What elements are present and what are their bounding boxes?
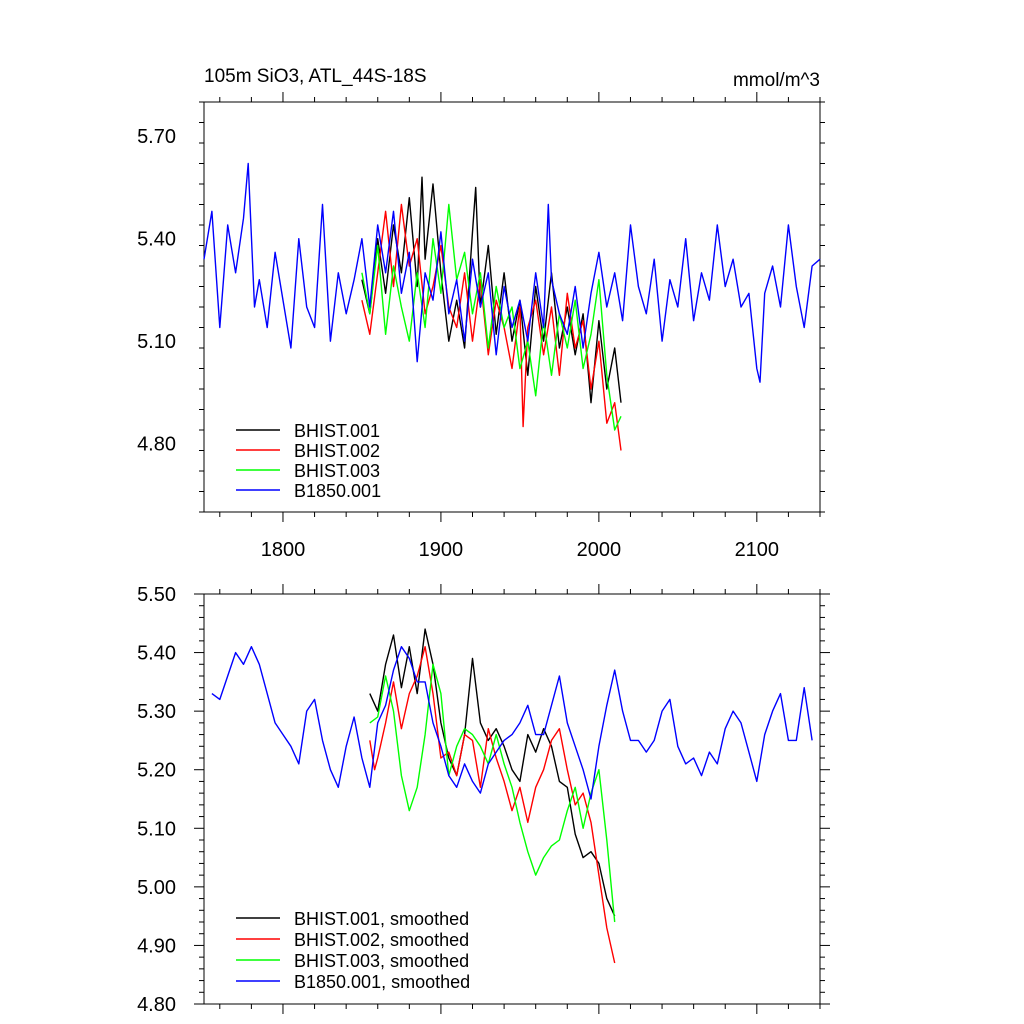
y-tick-label: 5.40 [137, 229, 176, 251]
top-panel: 1800 1900 2000 2100 4.80 5.10 5.40 5.70 BHIST.00… [137, 92, 825, 561]
y-tick-label: 4.90 [137, 935, 176, 957]
legend-label: BHIST.001, smoothed [294, 909, 469, 929]
x-tick-label: 2000 [577, 539, 622, 561]
legend-label: BHIST.001 [294, 421, 380, 441]
chart-title: 105m SiO3, ATL_44S-18S [204, 66, 427, 87]
legend-label: BHIST.003, smoothed [294, 951, 469, 971]
y-tick-label: 5.00 [137, 877, 176, 899]
x-tick-label: 2100 [735, 539, 780, 561]
y-tick-label: 5.50 [137, 584, 176, 606]
plot-frame [203, 593, 821, 1005]
legend-label: BHIST.002, smoothed [294, 930, 469, 950]
bottom-panel: 4.80 4.90 5.00 5.10 5.20 5.30 5.40 5.50 BHIST.00… [137, 584, 830, 1016]
y-tick-label: 5.40 [137, 643, 176, 665]
y-tick-label: 4.80 [137, 994, 176, 1016]
series-line [203, 162, 821, 383]
y-tick-label: 5.10 [137, 818, 176, 840]
units-label: mmol/m^3 [733, 70, 820, 91]
legend-label: B1850.001, smoothed [294, 972, 470, 992]
series-line [211, 646, 813, 800]
y-tick-label: 5.30 [137, 701, 176, 723]
series-line [369, 663, 616, 923]
y-tick-label: 5.20 [137, 760, 176, 782]
series-line [369, 628, 616, 917]
y-tick-label: 5.70 [137, 126, 176, 148]
series-line [361, 176, 622, 404]
series-line [361, 203, 622, 451]
legend-label: BHIST.002 [294, 441, 380, 461]
y-tick-label: 4.80 [137, 434, 176, 456]
legend-label: B1850.001 [294, 481, 381, 501]
legend-label: BHIST.003 [294, 461, 380, 481]
x-tick-label: 1800 [261, 539, 306, 561]
x-tick-label: 1900 [419, 539, 464, 561]
y-tick-label: 5.10 [137, 331, 176, 353]
